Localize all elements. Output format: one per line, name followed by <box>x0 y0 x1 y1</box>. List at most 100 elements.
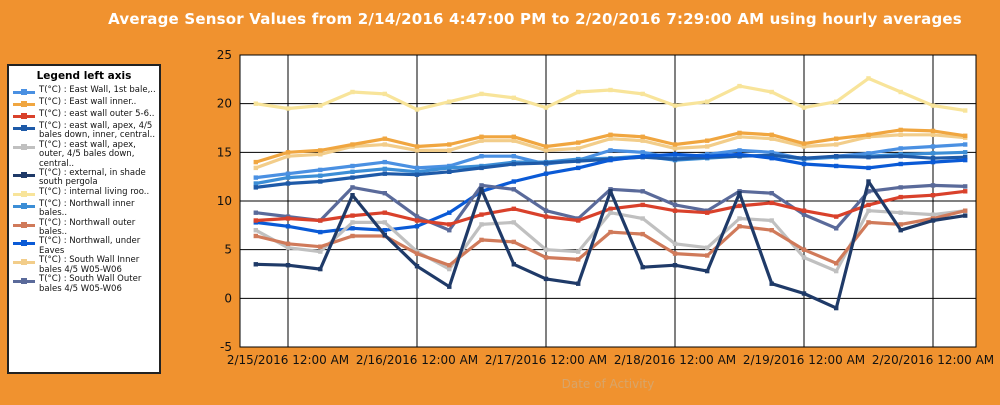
data-point <box>382 142 387 147</box>
data-point <box>608 229 613 235</box>
data-point <box>350 169 355 174</box>
y-tick-label: 20 <box>217 97 232 111</box>
data-point <box>705 245 710 250</box>
x-axis-label: Date of Activity <box>562 377 655 391</box>
data-point <box>930 159 936 165</box>
data-point <box>350 175 355 180</box>
data-point <box>834 154 839 159</box>
data-point <box>640 216 645 221</box>
data-point <box>898 222 903 227</box>
y-tick-label: 10 <box>217 194 232 208</box>
data-point <box>866 155 871 160</box>
data-point <box>318 103 323 108</box>
data-point <box>253 181 258 186</box>
legend-label: T(°C) : Northwall, under Eaves <box>39 236 141 256</box>
data-point <box>705 210 710 215</box>
legend-swatch <box>13 200 35 212</box>
data-point <box>447 142 452 147</box>
legend-entry: T(°C) : external, in shade south pergola <box>13 168 159 188</box>
data-point <box>350 220 355 225</box>
data-point <box>479 138 484 143</box>
x-tick-label: 2/15/2016 12:00 AM <box>227 353 349 367</box>
data-point <box>414 264 420 269</box>
y-tick-label: 15 <box>217 145 232 159</box>
data-point <box>866 132 871 137</box>
data-point <box>769 228 774 233</box>
data-point <box>930 103 936 108</box>
data-point <box>963 184 968 189</box>
legend-items: T(°C) : East Wall, 1st bale,.. T(°C) : Ea… <box>9 85 159 294</box>
data-point <box>801 161 807 167</box>
legend: Legend left axis T(°C) : East Wall, 1st … <box>7 64 161 374</box>
legend-label: T(°C) : Northwall outer bales.. <box>39 217 136 238</box>
data-point <box>705 154 710 159</box>
data-point <box>447 148 452 153</box>
data-point <box>285 106 291 111</box>
data-point <box>705 99 710 104</box>
data-point <box>479 187 484 192</box>
legend-label: T(°C) : internal living roo.. <box>39 186 150 197</box>
data-point <box>447 284 452 289</box>
data-point <box>608 157 613 163</box>
data-point <box>898 132 903 137</box>
data-point <box>479 134 484 139</box>
data-point <box>253 175 258 180</box>
data-point <box>672 152 678 157</box>
legend-swatch <box>13 237 35 249</box>
data-point <box>543 255 549 260</box>
legend-label: T(°C) : Northwall inner bales.. <box>39 198 135 219</box>
data-point <box>479 91 484 97</box>
data-point <box>414 251 420 256</box>
data-point <box>769 281 774 286</box>
data-point <box>576 146 581 151</box>
data-point <box>576 249 581 254</box>
data-point <box>543 144 549 149</box>
data-point <box>285 263 291 268</box>
data-point <box>769 191 774 196</box>
data-point <box>543 160 549 166</box>
legend-entry: T(°C) : east wall outer 5-6.. <box>13 109 159 122</box>
legend-swatch <box>13 169 35 181</box>
data-point <box>801 255 807 260</box>
data-point <box>672 156 678 162</box>
data-point <box>866 179 871 184</box>
legend-label: T(°C) : East Wall, 1st bale,.. <box>39 85 156 95</box>
data-point <box>705 138 710 143</box>
data-point <box>640 138 645 143</box>
data-point <box>253 262 258 267</box>
data-point <box>930 193 936 198</box>
data-point <box>543 276 549 282</box>
data-point <box>253 218 258 223</box>
data-point <box>350 193 355 198</box>
data-point <box>576 140 581 145</box>
data-point <box>318 218 323 223</box>
data-point <box>576 218 581 223</box>
legend-swatch <box>13 275 35 287</box>
data-point <box>447 99 452 104</box>
data-point <box>737 152 742 157</box>
legend-swatch <box>13 256 35 268</box>
data-point <box>963 213 968 218</box>
data-point <box>447 169 452 174</box>
data-point <box>801 212 807 217</box>
data-point <box>640 231 645 237</box>
data-point <box>285 245 291 250</box>
data-point <box>834 214 839 219</box>
data-point <box>801 156 807 161</box>
data-point <box>866 189 871 194</box>
data-point <box>672 251 678 256</box>
series-3 <box>253 189 968 227</box>
data-point <box>737 134 742 139</box>
data-point <box>382 171 387 176</box>
data-point <box>511 95 516 100</box>
data-point <box>834 142 839 147</box>
legend-label: T(°C) : east wall, apex, outer, 4/5 bale… <box>39 139 136 169</box>
data-point <box>350 142 355 147</box>
data-point <box>672 142 678 147</box>
data-point <box>543 247 549 252</box>
data-point <box>705 144 710 149</box>
data-point <box>382 191 387 196</box>
data-point <box>769 132 774 137</box>
data-point <box>543 214 549 219</box>
series-7 <box>253 76 968 113</box>
